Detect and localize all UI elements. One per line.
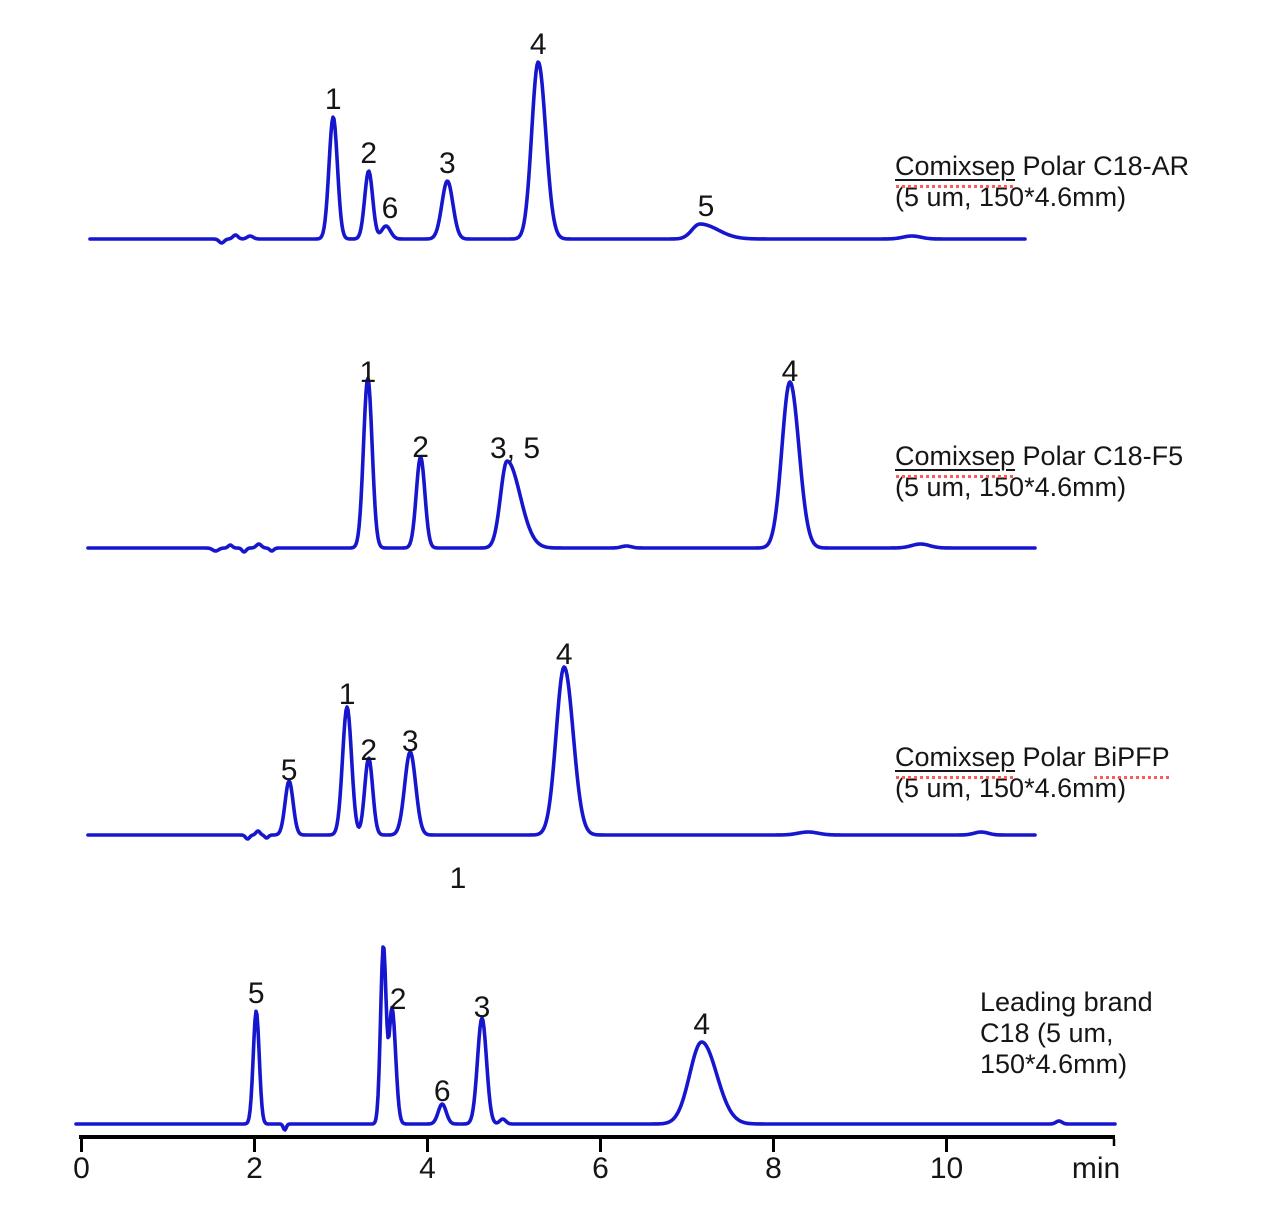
peak-label-4: 4 [555,638,573,671]
peak-label-2: 2 [360,137,378,170]
label-text: Polar C18-AR [1015,151,1190,181]
peak-label-4: 4 [529,28,547,61]
label-text: C18 (5 um, [980,1018,1114,1048]
trace-line-4 [74,945,1117,1132]
x-axis-unit-label: min [1071,1152,1121,1185]
trace-title-3: Comixsep Polar BiPFP (5 um, 150*4.6mm) [895,742,1170,804]
peak-label-2: 2 [389,983,407,1016]
peak-label-5: 5 [697,190,715,223]
peak-label-5: 5 [280,754,298,787]
peak-label-3-5: 3, 5 [490,432,541,465]
peak-label-5: 5 [247,977,265,1010]
peak-label-3: 3 [473,991,491,1024]
peak-label-4: 4 [781,355,799,388]
peak-label-3: 3 [401,725,419,758]
trace-title-4: Leading brand C18 (5 um, 150*4.6mm) [980,987,1153,1080]
misspelled-word: Comixsep [895,441,1016,471]
peak-label-4: 4 [693,1008,711,1041]
trace-line-3 [86,665,1037,841]
peak-label-2: 2 [412,431,429,464]
peak-label-1: 1 [359,356,377,389]
x-axis-tick-label-4: 4 [419,1152,436,1185]
trace-title-1: Comixsep Polar C18-AR (5 um, 150*4.6mm) [895,151,1189,213]
trace-line-2 [86,376,1037,554]
misspelled-word: Comixsep [895,151,1016,181]
label-text: 150*4.6mm) [980,1049,1128,1079]
peak-label-1: 1 [324,83,342,116]
peak-label-2: 2 [360,734,378,767]
x-axis-tick-label-6: 6 [592,1152,609,1185]
peak-label-1: 1 [338,678,356,711]
label-text: Leading brand [980,987,1153,1017]
stray-peak-label-1: 1 [449,862,467,895]
label-text: Polar C18-F5 [1015,441,1184,471]
x-axis-tick-label-8: 8 [765,1152,782,1185]
label-text: Polar [1015,742,1094,772]
trace-title-2: Comixsep Polar C18-F5 (5 um, 150*4.6mm) [895,441,1183,503]
peak-label-6: 6 [433,1075,451,1108]
peak-label-3: 3 [439,147,456,180]
x-axis-tick-label-10: 10 [929,1152,964,1185]
trace-line-1 [88,60,1027,245]
misspelled-word: Comixsep [895,742,1016,772]
peak-label-6: 6 [381,192,399,225]
misspelled-word: BiPFP [1093,742,1170,772]
x-axis-tick-label-2: 2 [246,1152,263,1185]
x-axis-tick-label-0: 0 [73,1152,90,1185]
